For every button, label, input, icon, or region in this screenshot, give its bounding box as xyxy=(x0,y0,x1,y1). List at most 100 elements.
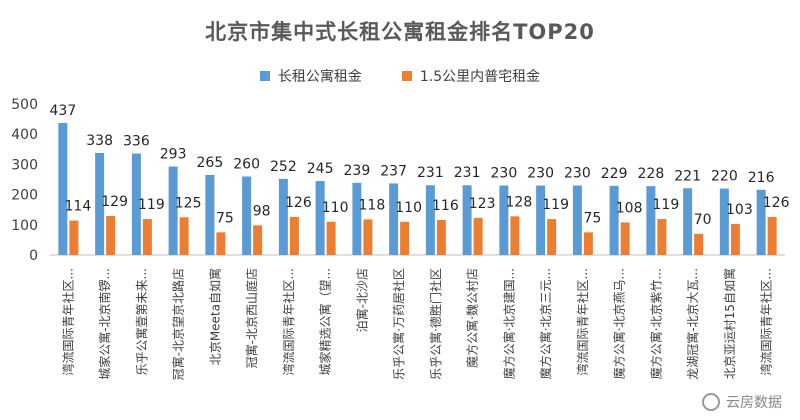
bar-long-rent xyxy=(58,123,68,255)
data-label-long-rent: 230 xyxy=(527,166,554,182)
bar-long-rent xyxy=(683,188,693,255)
category-label: 泊寓-北沙店 xyxy=(354,268,369,332)
legend-label-long-rent: 长租公寓租金 xyxy=(277,69,362,85)
data-label-long-rent: 265 xyxy=(197,155,224,171)
bar-residential-rent xyxy=(142,219,152,255)
bar-residential-rent xyxy=(106,216,116,255)
data-label-residential-rent: 119 xyxy=(138,197,165,213)
category-label: 魔方公寓·北京三元... xyxy=(538,268,553,379)
category-label: 乐乎公寓·万药居社区 xyxy=(391,268,406,380)
data-label-residential-rent: 103 xyxy=(726,202,753,218)
bar-long-rent xyxy=(425,185,435,255)
bar-long-rent xyxy=(352,182,362,255)
data-label-long-rent: 220 xyxy=(711,169,738,185)
category-label: 乐乎公寓壹第未来... xyxy=(134,268,149,375)
data-label-residential-rent: 110 xyxy=(395,200,422,216)
data-label-residential-rent: 126 xyxy=(285,195,312,211)
data-label-residential-rent: 129 xyxy=(101,194,128,210)
data-label-residential-rent: 119 xyxy=(542,197,569,213)
data-label-residential-rent: 126 xyxy=(763,195,790,211)
category-label: 北京Meeta自如寓 xyxy=(207,268,222,365)
category-label: 魔方公寓·北京燕马... xyxy=(612,268,627,379)
bar-residential-rent xyxy=(253,225,263,255)
data-label-long-rent: 231 xyxy=(417,165,444,181)
data-label-residential-rent: 118 xyxy=(359,197,386,213)
data-label-residential-rent: 70 xyxy=(694,212,712,228)
bar-long-rent xyxy=(609,185,619,255)
legend-swatch-residential-rent xyxy=(401,71,412,81)
data-label-residential-rent: 108 xyxy=(616,200,643,216)
data-label-residential-rent: 125 xyxy=(175,195,202,211)
bar-residential-rent xyxy=(657,219,667,255)
bar-residential-rent xyxy=(363,219,373,255)
data-label-residential-rent: 75 xyxy=(583,210,601,226)
data-label-long-rent: 245 xyxy=(307,161,334,177)
data-label-residential-rent: 123 xyxy=(469,196,496,212)
bar-long-rent xyxy=(95,152,105,255)
data-label-residential-rent: 128 xyxy=(506,194,533,210)
bar-residential-rent xyxy=(730,223,740,255)
legend-item-residential-rent: 1.5公里内普宅租金 xyxy=(401,66,540,86)
watermark-text: 云房数据 xyxy=(726,395,782,411)
category-label: 龙湖冠寓-北京大瓦... xyxy=(685,268,700,380)
category-label: 魔方公寓·北京紫竹... xyxy=(648,268,663,379)
data-label-long-rent: 293 xyxy=(160,147,187,163)
watermark: 云房数据 xyxy=(702,392,782,412)
bar-long-rent xyxy=(205,174,215,255)
bar-residential-rent xyxy=(620,222,630,255)
category-label: 魔方公寓·北京建国... xyxy=(501,268,516,379)
data-label-long-rent: 221 xyxy=(674,168,701,184)
data-label-long-rent: 437 xyxy=(50,103,77,119)
data-label-long-rent: 260 xyxy=(233,156,260,172)
y-tick-label: 100 xyxy=(11,218,38,234)
category-label: 冠寓-北京望京北路店 xyxy=(171,268,186,380)
bar-long-rent xyxy=(536,185,546,255)
data-label-residential-rent: 116 xyxy=(432,198,459,214)
data-label-long-rent: 229 xyxy=(601,166,628,182)
category-label: 魔方公寓·魏公村店 xyxy=(465,268,480,368)
category-label: 冠寓-北京西山庭店 xyxy=(244,268,259,368)
y-tick-label: 300 xyxy=(11,157,38,173)
bar-residential-rent xyxy=(510,216,520,255)
bar-residential-rent xyxy=(289,216,299,255)
y-tick-label: 200 xyxy=(11,188,38,204)
category-label: 城家公寓-北京南锣... xyxy=(97,268,112,380)
chart-title: 北京市集中式长租公寓租金排名TOP20 xyxy=(205,20,595,44)
legend: 长租公寓租金 1.5公里内普宅租金 xyxy=(0,66,800,86)
bar-long-rent xyxy=(278,178,288,255)
bar-long-rent xyxy=(315,181,325,255)
data-label-long-rent: 230 xyxy=(564,166,591,182)
bar-long-rent xyxy=(499,185,509,255)
y-tick-label: 0 xyxy=(29,248,38,264)
data-label-long-rent: 336 xyxy=(123,134,150,150)
bar-long-rent xyxy=(719,188,729,255)
bar-residential-rent xyxy=(326,221,336,255)
data-label-long-rent: 338 xyxy=(86,133,113,149)
data-label-long-rent: 228 xyxy=(638,166,665,182)
data-label-residential-rent: 110 xyxy=(322,200,349,216)
bar-long-rent xyxy=(756,189,766,255)
bar-long-rent xyxy=(389,183,399,255)
bar-long-rent xyxy=(646,186,656,255)
category-label: 湾流国际青年社区... xyxy=(575,268,590,375)
bar-long-rent xyxy=(168,166,178,255)
data-label-long-rent: 216 xyxy=(748,170,775,186)
bar-residential-rent xyxy=(179,217,189,255)
bar-long-rent xyxy=(462,185,472,255)
bar-long-rent xyxy=(572,185,582,255)
bar-long-rent xyxy=(242,176,252,255)
data-label-residential-rent: 75 xyxy=(216,210,234,226)
bar-residential-rent xyxy=(583,232,593,255)
y-tick-label: 500 xyxy=(11,97,38,113)
y-tick-label: 400 xyxy=(11,127,38,143)
category-label: 北京亚运村15自如寓 xyxy=(722,268,737,379)
category-label: 城家精选公寓（望... xyxy=(318,268,333,375)
data-label-long-rent: 230 xyxy=(491,166,518,182)
data-label-residential-rent: 114 xyxy=(65,199,92,215)
category-label: 湾流国际青年社区... xyxy=(60,268,75,375)
bar-residential-rent xyxy=(767,216,777,255)
bar-residential-rent xyxy=(473,217,483,255)
category-label: 湾流国际青年社区... xyxy=(281,268,296,375)
